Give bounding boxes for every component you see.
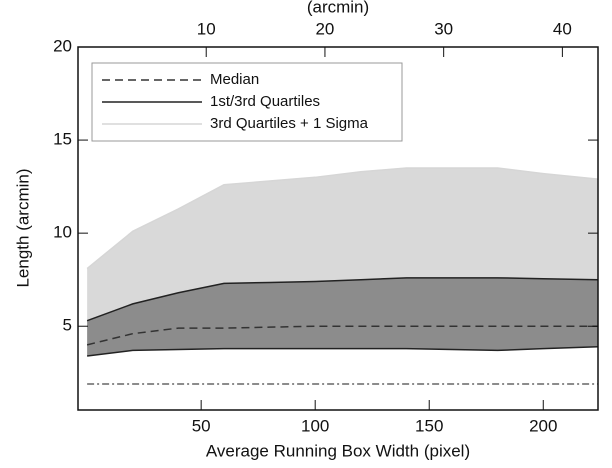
plot-frame bbox=[77, 46, 599, 411]
legend-label: 3rd Quartiles + 1 Sigma bbox=[210, 115, 369, 132]
series-line bbox=[86, 167, 599, 270]
series-line bbox=[86, 325, 598, 346]
y-tick-label: 20 bbox=[53, 36, 72, 55]
series-line bbox=[87, 345, 599, 357]
x-tick-label: 50 bbox=[192, 416, 211, 435]
x2-tick-label: 30 bbox=[434, 19, 453, 38]
x-tick-label: 100 bbox=[301, 416, 329, 435]
y-tick-label: 15 bbox=[53, 130, 72, 149]
x-axis-label: Average Running Box Width (pixel) bbox=[206, 441, 470, 460]
x2-tick-label: 20 bbox=[315, 19, 334, 38]
band-fill bbox=[87, 277, 599, 357]
band-fill bbox=[87, 168, 599, 321]
legend-label: 1st/3rd Quartiles bbox=[210, 93, 320, 110]
x-tick-label: 150 bbox=[415, 416, 443, 435]
series-line bbox=[86, 277, 599, 322]
y-tick-label: 5 bbox=[63, 316, 72, 335]
y-tick-label: 10 bbox=[53, 223, 72, 242]
x2-tick-label: 40 bbox=[553, 19, 572, 38]
x-tick-label: 200 bbox=[529, 416, 557, 435]
x2-tick-label: 10 bbox=[197, 19, 216, 38]
x2-axis-label: (arcmin) bbox=[307, 0, 369, 16]
y-axis-label: Length (arcmin) bbox=[13, 168, 32, 287]
legend-label: Median bbox=[210, 71, 259, 88]
